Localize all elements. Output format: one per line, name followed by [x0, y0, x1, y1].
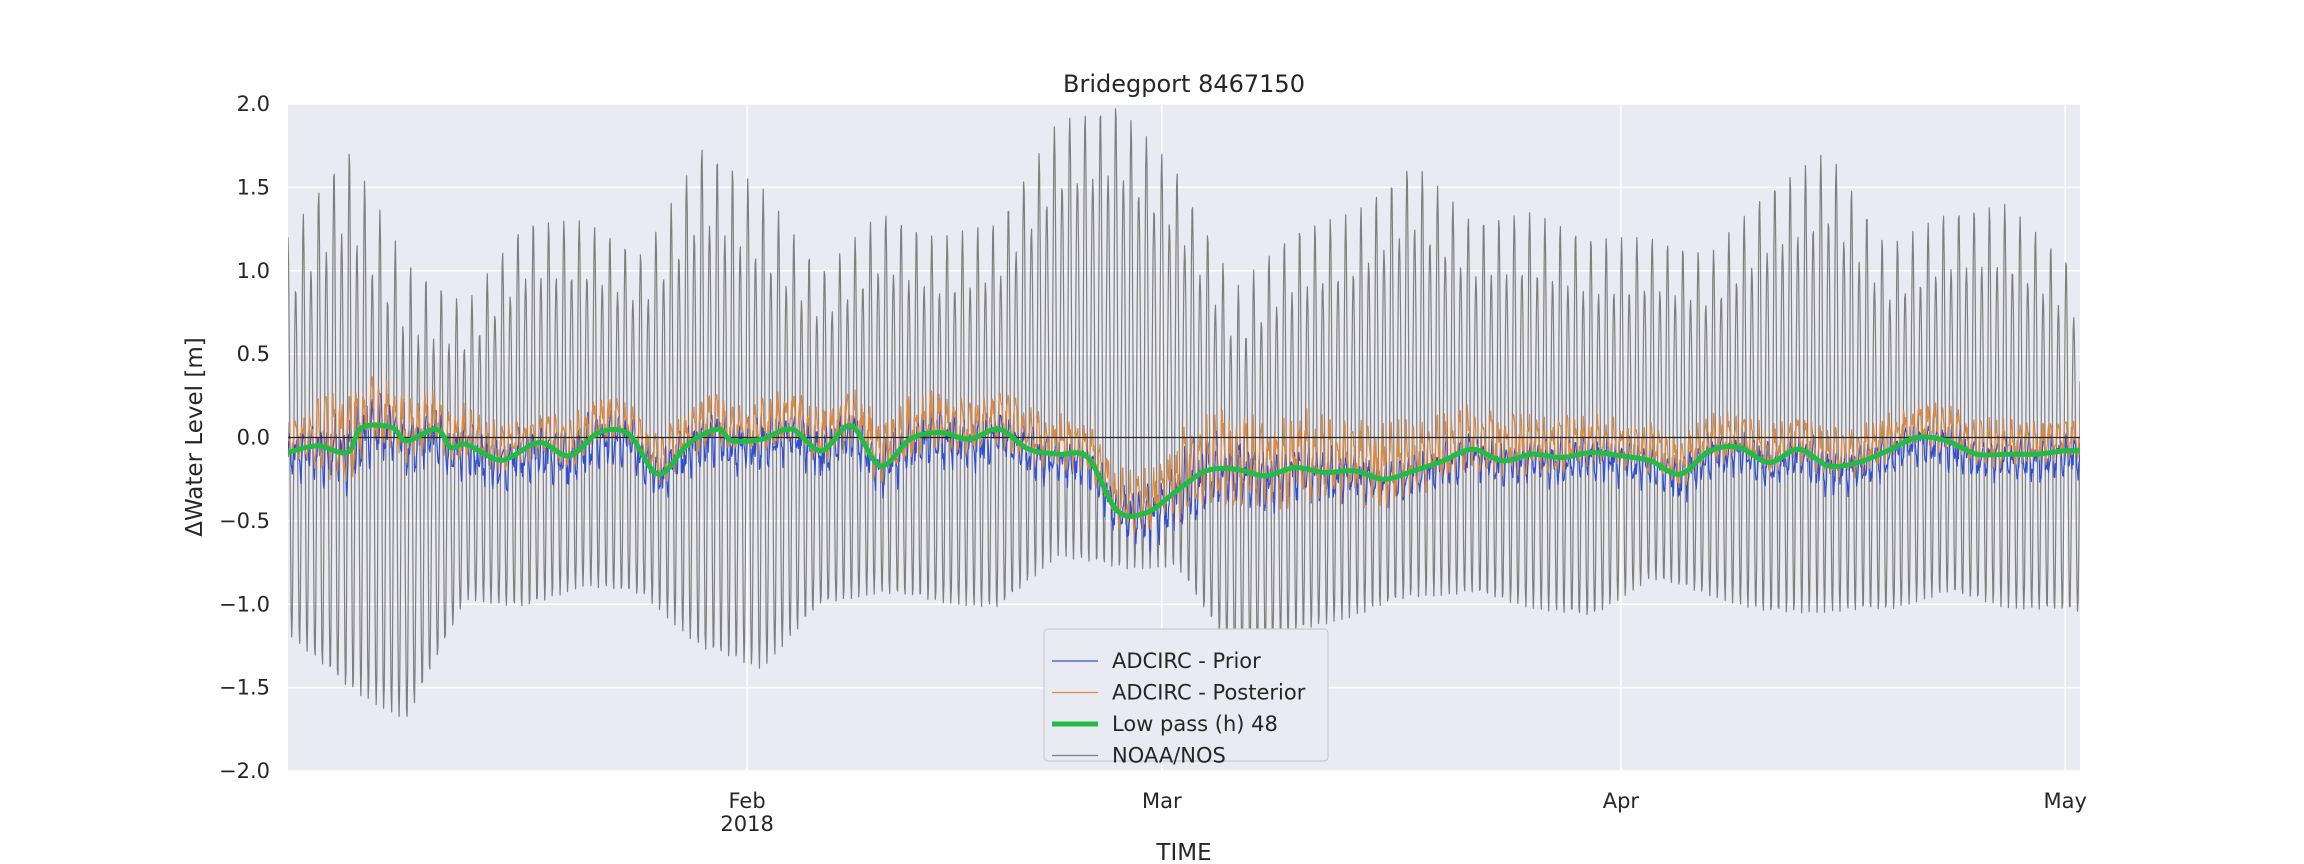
series-low-pass [288, 422, 2080, 519]
legend-label-prior: ADCIRC - Prior [1112, 649, 1261, 673]
chart-title: Bridegport 8467150 [1063, 70, 1305, 98]
y-axis-ticks: −2.0 −1.5 −1.0 −0.5 0.0 0.5 1.0 1.5 2.0 [219, 92, 270, 783]
y-tick-label: −2.0 [219, 759, 270, 783]
x-tick-label: Feb [729, 789, 766, 813]
y-tick-label: 1.5 [237, 175, 270, 199]
legend-label-noaa: NOAA/NOS [1112, 744, 1226, 768]
y-tick-label: 0.0 [237, 426, 270, 450]
y-tick-label: −1.5 [219, 676, 270, 700]
y-tick-label: 1.0 [237, 259, 270, 283]
x-tick-sublabel: 2018 [720, 812, 773, 836]
y-tick-label: 0.5 [237, 342, 270, 366]
x-tick-label: Mar [1142, 789, 1182, 813]
legend-box [1043, 628, 1329, 762]
series-adcirc-posterior [288, 375, 2080, 537]
y-axis-label: ΔWater Level [m] [182, 337, 208, 536]
x-axis-label: TIME [1155, 840, 1211, 864]
x-tick-label: May [2043, 789, 2086, 813]
series-group [288, 108, 2080, 718]
y-tick-label: 2.0 [237, 92, 270, 116]
series-noaa-nos [288, 108, 2080, 718]
y-tick-label: −1.0 [219, 592, 270, 616]
legend-label-posterior: ADCIRC - Posterior [1112, 681, 1306, 705]
legend-label-lowpass: Low pass (h) 48 [1112, 712, 1278, 736]
x-tick-label: Apr [1603, 789, 1640, 813]
y-tick-label: −0.5 [219, 509, 270, 533]
legend: ADCIRC - Prior ADCIRC - Posterior Low pass… [1043, 628, 1329, 768]
